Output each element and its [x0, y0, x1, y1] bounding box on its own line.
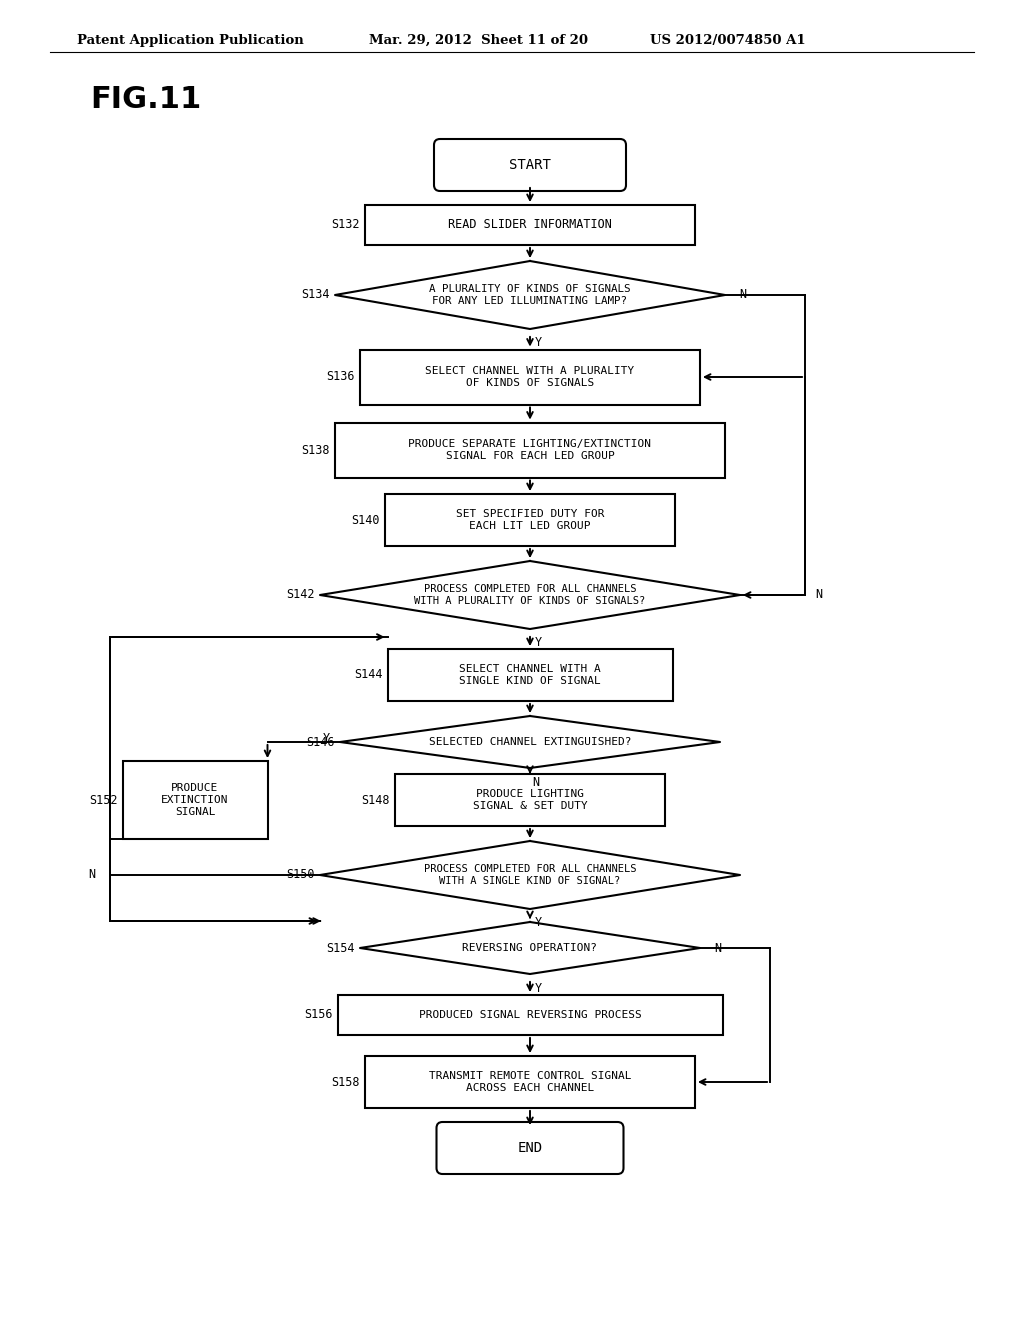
Text: SELECTED CHANNEL EXTINGUISHED?: SELECTED CHANNEL EXTINGUISHED?	[429, 737, 631, 747]
FancyBboxPatch shape	[434, 139, 626, 191]
Text: Y: Y	[535, 636, 542, 649]
Text: READ SLIDER INFORMATION: READ SLIDER INFORMATION	[449, 219, 612, 231]
Text: N: N	[532, 776, 540, 788]
FancyBboxPatch shape	[436, 1122, 624, 1173]
Polygon shape	[319, 841, 740, 909]
Text: S136: S136	[327, 371, 355, 384]
Text: Y: Y	[535, 337, 542, 350]
Text: Y: Y	[535, 982, 542, 994]
Text: N: N	[815, 589, 822, 602]
Bar	[338, 995, 723, 1035]
Text: SELECT CHANNEL WITH A PLURALITY
OF KINDS OF SIGNALS: SELECT CHANNEL WITH A PLURALITY OF KINDS…	[425, 366, 635, 388]
Text: S146: S146	[306, 735, 335, 748]
Text: SELECT CHANNEL WITH A
SINGLE KIND OF SIGNAL: SELECT CHANNEL WITH A SINGLE KIND OF SIG…	[459, 664, 601, 686]
Polygon shape	[360, 921, 700, 974]
Text: S138: S138	[301, 444, 330, 457]
Text: N: N	[88, 869, 95, 882]
Text: Y: Y	[535, 916, 542, 929]
Polygon shape	[335, 261, 725, 329]
Text: PROCESS COMPLETED FOR ALL CHANNELS
WITH A PLURALITY OF KINDS OF SIGNALS?: PROCESS COMPLETED FOR ALL CHANNELS WITH …	[415, 585, 645, 606]
Text: SET SPECIFIED DUTY FOR
EACH LIT LED GROUP: SET SPECIFIED DUTY FOR EACH LIT LED GROU…	[456, 510, 604, 531]
Bar	[365, 205, 695, 246]
Text: REVERSING OPERATION?: REVERSING OPERATION?	[463, 942, 597, 953]
Text: S148: S148	[361, 793, 390, 807]
Text: S140: S140	[351, 513, 380, 527]
Text: S156: S156	[304, 1008, 333, 1022]
Bar	[335, 422, 725, 478]
Text: Y: Y	[323, 731, 330, 744]
Text: S132: S132	[332, 219, 360, 231]
Bar	[395, 774, 665, 826]
Text: US 2012/0074850 A1: US 2012/0074850 A1	[650, 33, 806, 46]
Text: S142: S142	[287, 589, 315, 602]
Text: PRODUCE
EXTINCTION
SIGNAL: PRODUCE EXTINCTION SIGNAL	[161, 783, 228, 817]
Text: Mar. 29, 2012  Sheet 11 of 20: Mar. 29, 2012 Sheet 11 of 20	[369, 33, 588, 46]
Polygon shape	[319, 561, 740, 630]
Bar	[387, 649, 673, 701]
Text: S158: S158	[332, 1076, 360, 1089]
Text: PRODUCED SIGNAL REVERSING PROCESS: PRODUCED SIGNAL REVERSING PROCESS	[419, 1010, 641, 1020]
Polygon shape	[340, 715, 720, 768]
Text: FIG.11: FIG.11	[90, 86, 202, 115]
Text: S154: S154	[327, 941, 355, 954]
Text: A PLURALITY OF KINDS OF SIGNALS
FOR ANY LED ILLUMINATING LAMP?: A PLURALITY OF KINDS OF SIGNALS FOR ANY …	[429, 284, 631, 306]
Text: S152: S152	[89, 793, 118, 807]
Text: S150: S150	[287, 869, 315, 882]
Text: TRANSMIT REMOTE CONTROL SIGNAL
ACROSS EACH CHANNEL: TRANSMIT REMOTE CONTROL SIGNAL ACROSS EA…	[429, 1072, 631, 1093]
Bar	[385, 494, 675, 546]
Text: PROCESS COMPLETED FOR ALL CHANNELS
WITH A SINGLE KIND OF SIGNAL?: PROCESS COMPLETED FOR ALL CHANNELS WITH …	[424, 865, 636, 886]
Text: S144: S144	[354, 668, 383, 681]
Text: Patent Application Publication: Patent Application Publication	[77, 33, 303, 46]
Bar	[123, 762, 267, 840]
Text: N: N	[715, 941, 722, 954]
Text: PRODUCE SEPARATE LIGHTING/EXTINCTION
SIGNAL FOR EACH LED GROUP: PRODUCE SEPARATE LIGHTING/EXTINCTION SIG…	[409, 440, 651, 461]
Text: PRODUCE LIGHTING
SIGNAL & SET DUTY: PRODUCE LIGHTING SIGNAL & SET DUTY	[473, 789, 588, 810]
Text: START: START	[509, 158, 551, 172]
Bar	[365, 1056, 695, 1107]
Text: END: END	[517, 1140, 543, 1155]
Text: N: N	[739, 289, 746, 301]
Text: S134: S134	[301, 289, 330, 301]
Bar	[360, 350, 700, 404]
